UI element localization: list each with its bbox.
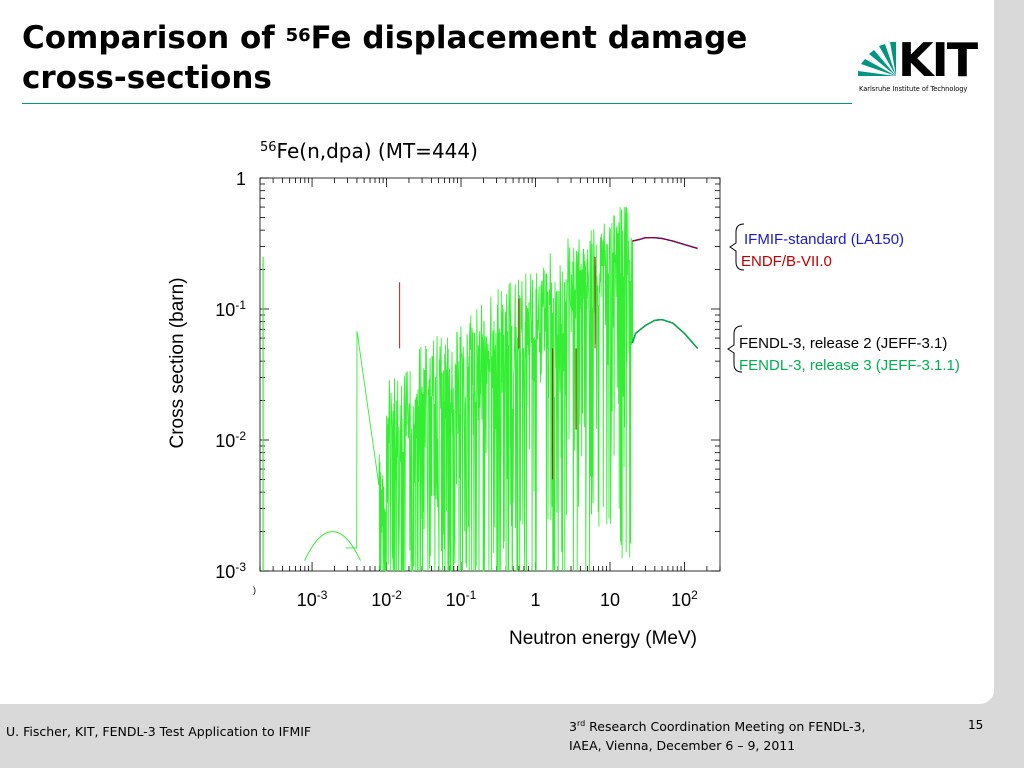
series-line	[631, 318, 699, 349]
y-tick-label: 1	[236, 169, 246, 189]
chart-title-sup: 56	[260, 140, 277, 155]
y-tick-label: 10-3	[215, 560, 246, 582]
y-tick-label: 10-2	[215, 429, 246, 451]
footer-ordinal-suffix: rd	[576, 719, 586, 728]
kit-logo-subtitle: Karlsruhe Institute of Technology	[859, 85, 967, 93]
title-superscript: 56	[285, 25, 311, 46]
chart-title-main: Fe(n,dpa) (MT=444)	[277, 139, 478, 163]
plot-frame	[259, 177, 721, 572]
resonance-line	[304, 531, 361, 561]
page-number: 15	[968, 718, 984, 732]
legend: IFMIF-standard (LA150) ENDF/B-VII.0 FENDL-…	[727, 223, 960, 374]
footer-ordinal: 3	[569, 719, 577, 735]
footer-meeting: 3rd Research Coordination Meeting on FEN…	[569, 714, 865, 755]
kit-logo-text: KIT	[898, 34, 979, 87]
slide: Comparison of 56Fe displacement damage cr…	[0, 0, 994, 704]
x-tick-label: 1	[530, 590, 540, 610]
y-axis-label: Cross section (barn)	[167, 277, 188, 448]
title-divider	[22, 103, 852, 104]
series-line	[631, 318, 699, 349]
corner-label: )	[253, 585, 256, 595]
x-tick-label: 102	[671, 588, 698, 610]
x-tick-label: 10	[600, 590, 620, 610]
legend-bracket	[729, 223, 745, 271]
chart: 10-3 10-2 10-1 1 10 102 1 10-1 10-2 10-3) 56Fe(n,…	[167, 139, 960, 649]
legend-bracket	[727, 325, 743, 373]
legend-entry: FENDL-3, release 2 (JEFF-3.1)	[739, 335, 947, 352]
title-prefix: Comparison of	[22, 20, 286, 56]
legend-entry: ENDF/B-VII.0	[741, 253, 832, 270]
plot-area: 10-3 10-2 10-1 1 10 102 1 10-1 10-2 10-3)	[215, 169, 721, 610]
kit-logo: KIT Karlsruhe Institute of Technology	[858, 34, 981, 93]
footer-meeting-line2: IAEA, Vienna, December 6 – 9, 2011	[569, 738, 796, 754]
kit-fan-icon	[858, 42, 896, 76]
title-main: Fe displacement damage	[310, 20, 748, 56]
legend-entry: FENDL-3, release 3 (JEFF-3.1.1)	[739, 357, 960, 374]
resonance-line	[345, 207, 633, 572]
series-line	[632, 236, 698, 250]
footer-author: U. Fischer, KIT, FENDL-3 Test Applicatio…	[6, 724, 312, 739]
y-tick-label: 10-1	[215, 298, 246, 320]
footer-meeting-line1: Research Coordination Meeting on FENDL-3…	[585, 719, 866, 735]
series-line	[632, 236, 698, 250]
slide-title: Comparison of 56Fe displacement damage cr…	[22, 18, 747, 98]
x-axis-label: Neutron energy (MeV)	[509, 628, 697, 649]
x-tick-label: 10-1	[446, 588, 477, 610]
x-tick-label: 10-3	[297, 588, 328, 610]
legend-entry: IFMIF-standard (LA150)	[744, 231, 904, 248]
title-line2: cross-sections	[22, 60, 272, 96]
x-tick-label: 10-2	[371, 588, 402, 610]
chart-title: 56Fe(n,dpa) (MT=444)	[260, 139, 478, 163]
